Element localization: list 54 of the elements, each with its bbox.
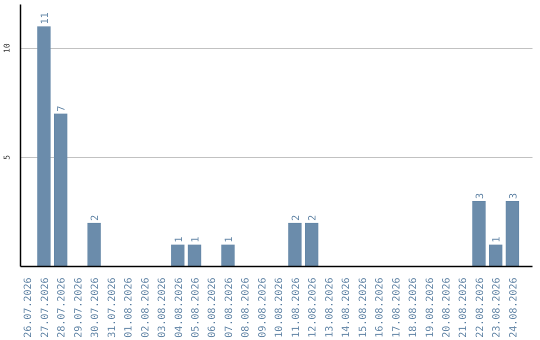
x-tick-label: 23.08.2026 xyxy=(492,277,503,338)
x-tick-label: 26.07.2026 xyxy=(23,277,34,338)
data-label: 1 xyxy=(190,236,202,243)
x-tick-label: 20.08.2026 xyxy=(441,277,452,338)
data-label: 11 xyxy=(40,12,51,24)
x-tick-label: 15.08.2026 xyxy=(358,277,369,338)
x-tick-label: 12.08.2026 xyxy=(308,277,319,338)
data-label: 3 xyxy=(508,192,520,199)
bar xyxy=(221,244,235,266)
data-label: 1 xyxy=(224,236,235,243)
data-label: 2 xyxy=(308,214,319,221)
x-tick-label: 09.08.2026 xyxy=(257,277,268,338)
bar xyxy=(37,26,51,266)
x-tick-label: 03.08.2026 xyxy=(157,277,168,338)
x-tick-label: 06.08.2026 xyxy=(207,277,218,338)
bar xyxy=(488,244,502,266)
x-tick-label: 01.08.2026 xyxy=(124,277,135,338)
bar xyxy=(54,114,68,266)
data-label: 2 xyxy=(290,214,302,221)
x-tick-label: 16.08.2026 xyxy=(374,277,386,338)
x-tick-label: 04.08.2026 xyxy=(174,277,185,338)
bar xyxy=(188,244,202,266)
bar xyxy=(506,201,520,266)
x-tick-label: 11.08.2026 xyxy=(290,277,302,338)
bar xyxy=(288,222,302,266)
x-tick-label: 14.08.2026 xyxy=(341,277,352,338)
x-tick-label: 29.07.2026 xyxy=(73,277,84,338)
x-tick-label: 22.08.2026 xyxy=(474,277,486,338)
x-tick-label: 27.07.2026 xyxy=(40,277,51,338)
x-tick-label: 19.08.2026 xyxy=(424,277,436,338)
x-tick-label: 31.07.2026 xyxy=(106,277,118,338)
data-label: 1 xyxy=(174,236,185,243)
x-tick-label: 05.08.2026 xyxy=(190,277,202,338)
x-tick-label: 10.08.2026 xyxy=(274,277,286,338)
data-label: 2 xyxy=(90,214,102,221)
y-tick-label: 10 xyxy=(2,43,12,53)
data-label: 3 xyxy=(474,192,486,199)
bar xyxy=(472,201,486,266)
x-tick-label: 21.08.2026 xyxy=(458,277,470,338)
x-tick-label: 07.08.2026 xyxy=(224,277,235,338)
bar xyxy=(171,244,184,266)
x-tick-label: 02.08.2026 xyxy=(140,277,152,338)
x-tick-label: 24.08.2026 xyxy=(508,277,520,338)
bar xyxy=(304,222,318,266)
x-tick-label: 17.08.2026 xyxy=(391,277,402,338)
x-tick-label: 13.08.2026 xyxy=(324,277,336,338)
x-tick-label: 30.07.2026 xyxy=(90,277,102,338)
x-tick-label: 08.08.2026 xyxy=(240,277,252,338)
y-tick-label: 5 xyxy=(2,154,12,160)
bar xyxy=(87,222,101,266)
data-label: 7 xyxy=(56,106,68,112)
x-tick-label: 18.08.2026 xyxy=(408,277,420,338)
data-label: 1 xyxy=(492,236,503,243)
x-tick-label: 28.07.2026 xyxy=(56,277,68,338)
